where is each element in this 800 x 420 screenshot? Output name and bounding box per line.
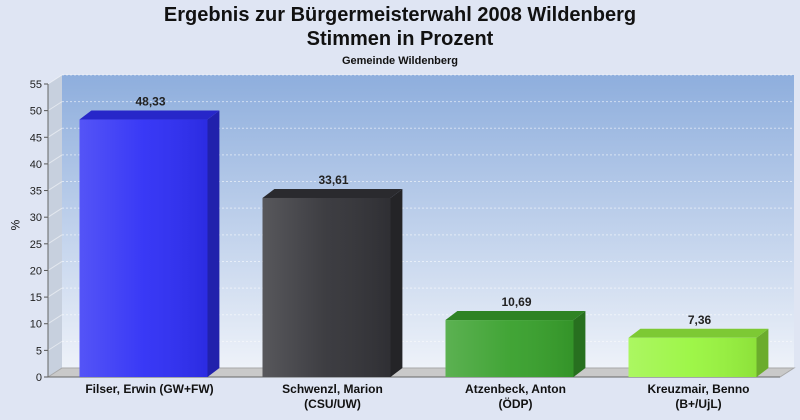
y-tick-label: 5	[36, 345, 42, 357]
bar-side	[390, 188, 403, 377]
gridline-side	[47, 181, 63, 191]
bar-side	[756, 328, 769, 377]
y-tick-label: 15	[30, 292, 42, 304]
y-tick-label: 10	[30, 319, 42, 331]
bar-gloss	[262, 197, 391, 377]
y-tick-label: 35	[30, 186, 42, 198]
y-tick-label: 20	[30, 265, 42, 277]
y-tick-label: 25	[30, 239, 42, 251]
gridline-side	[47, 127, 63, 138]
bar-gloss	[79, 119, 208, 378]
gridline-side	[47, 314, 63, 325]
gridline-side	[47, 340, 63, 351]
y-tick-label: 45	[30, 132, 42, 144]
y-tick-label: 55	[30, 79, 42, 91]
data-label: 48,33	[135, 95, 165, 109]
x-tick-label: Schwenzl, Marion	[282, 382, 383, 396]
gridline-side	[47, 101, 63, 112]
gridline-side	[47, 234, 63, 245]
bar-gloss	[628, 337, 757, 377]
x-tick-label: (ÖDP)	[499, 396, 533, 411]
bar-gloss	[445, 320, 574, 377]
x-tick-label: Atzenbeck, Anton	[465, 382, 566, 396]
bar-top	[445, 311, 586, 321]
x-tick-label: Filser, Erwin (GW+FW)	[85, 382, 213, 396]
y-tick-label: 40	[30, 159, 42, 171]
data-label: 10,69	[501, 295, 531, 309]
bar-side	[207, 110, 220, 378]
x-tick-label: Kreuzmair, Benno	[647, 382, 749, 396]
data-label: 33,61	[318, 173, 348, 187]
y-tick-label: 0	[36, 372, 42, 384]
gridline-side	[47, 74, 63, 85]
gridline-side	[47, 207, 63, 218]
chart-title-line2: Stimmen in Prozent	[306, 28, 494, 50]
gridline-side	[47, 261, 63, 271]
chart-title: Ergebnis zur Bürgermeisterwahl 2008 Wild…	[163, 4, 637, 26]
plot-side-wall	[48, 75, 62, 377]
x-tick-label: (B+/UjL)	[675, 397, 721, 411]
bar-top	[628, 328, 769, 338]
gridline-side	[47, 287, 63, 298]
y-tick-label: 30	[30, 212, 42, 224]
gridline-side	[47, 154, 63, 165]
data-label: 7,36	[688, 313, 712, 327]
x-tick-label: (CSU/UW)	[304, 397, 361, 411]
bar-top	[262, 188, 403, 198]
bar-top	[79, 110, 220, 120]
bar-side	[573, 311, 586, 377]
y-tick-label: 50	[30, 106, 42, 118]
chart-subtitle: Gemeinde Wildenberg	[341, 55, 459, 67]
